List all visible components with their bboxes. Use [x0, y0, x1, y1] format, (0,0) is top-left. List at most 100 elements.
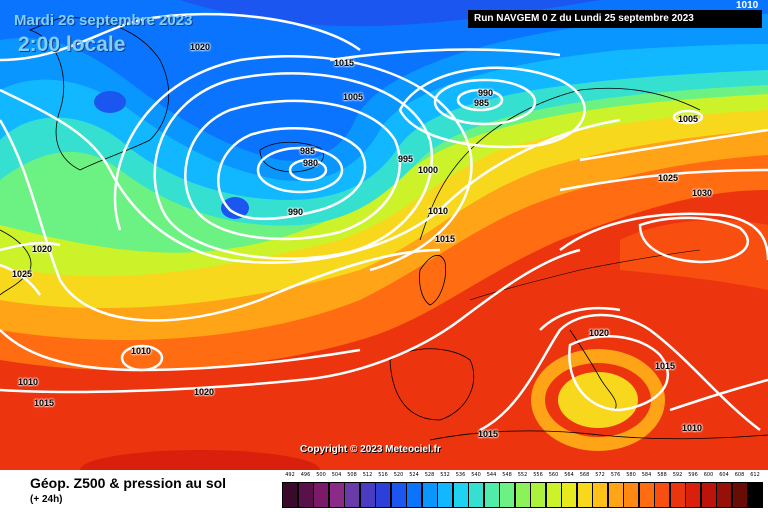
footer: Géop. Z500 & pression au sol (+ 24h) 492…	[0, 470, 768, 512]
scale-label: 544	[486, 472, 497, 478]
isobar-label: 985	[300, 146, 316, 156]
isobar-1010-e	[669, 378, 768, 412]
scale-swatch	[669, 482, 686, 508]
scale-swatch	[468, 482, 484, 508]
scale-swatch	[313, 482, 329, 508]
scale-swatch	[437, 482, 453, 508]
scale-label: 504	[331, 472, 342, 478]
isobar-1015-n	[329, 48, 561, 62]
scale-label: 584	[641, 472, 652, 478]
forecast-time: 2:00 locale	[18, 33, 126, 56]
isobar-label: 1000	[418, 165, 439, 175]
isobar-1010	[0, 88, 621, 264]
isobar-label: 1015	[655, 361, 676, 371]
scale-label: 568	[579, 472, 590, 478]
isobar-995	[184, 99, 402, 241]
isobar-1005	[113, 55, 473, 272]
scale-label: 524	[409, 472, 419, 478]
run-info: Run NAVGEM 0 Z du Lundi 25 septembre 202…	[468, 10, 762, 28]
isobar-label: 1025	[658, 173, 679, 183]
scale-label: 540	[471, 472, 481, 478]
field-blue	[0, 0, 768, 161]
isobar-1020-n	[0, 12, 361, 62]
isobar-1010-med	[568, 335, 670, 412]
isobar-1020-w	[0, 241, 61, 252]
isobar-label: 1010	[18, 377, 39, 387]
isobar-label: 1030	[692, 188, 713, 198]
scale-label: 512	[362, 472, 373, 478]
scale-swatch	[452, 482, 469, 508]
scale-swatch	[592, 482, 608, 508]
scale-swatch	[390, 482, 407, 508]
forecast-date: Mardi 26 septembre 2023	[14, 12, 193, 29]
isobar-1015	[0, 119, 441, 322]
warm-ring	[531, 349, 665, 451]
scale-label: 516	[378, 472, 388, 478]
coast-africa	[429, 430, 768, 441]
isobar-1025-w	[0, 263, 42, 296]
scale-swatch	[344, 482, 360, 508]
scale-label: 608	[734, 472, 745, 478]
scale-label: 508	[347, 472, 357, 478]
copyright: Copyright © 2023 Meteociel.fr	[300, 444, 441, 455]
isobar-1015-e	[579, 128, 768, 162]
isobar-985-ne	[456, 88, 504, 112]
scale-label: 612	[750, 472, 760, 478]
scale-label: 596	[688, 472, 698, 478]
corner-isobar-label: 1010	[736, 0, 759, 11]
scale-label: 556	[533, 472, 543, 478]
scale-swatch	[359, 482, 376, 508]
scale-label: 500	[316, 472, 326, 478]
scale-label: 536	[455, 472, 466, 478]
scale-swatch	[700, 482, 717, 508]
isobar-995-ne	[398, 66, 586, 149]
isobar-1005-ne	[672, 109, 704, 125]
chart-subtitle: (+ 24h)	[30, 494, 63, 505]
isobar-label: 1020	[32, 244, 53, 254]
isobar-1010-azores	[120, 344, 164, 372]
coast-britain	[419, 254, 447, 306]
isobars	[0, 12, 768, 432]
scale-swatch	[530, 482, 546, 508]
isobar-label: 1025	[12, 269, 33, 279]
scale-swatch	[499, 482, 515, 508]
scale-label: 588	[657, 472, 667, 478]
geopotential-field	[0, 0, 768, 470]
isobar-label: 990	[288, 207, 304, 217]
isobar-1025	[559, 212, 768, 261]
isobar-1030	[638, 216, 749, 264]
coast-italy	[569, 329, 617, 411]
isobar-label: 1015	[334, 58, 355, 68]
scale-label: 564	[564, 472, 574, 478]
isobar-985	[256, 146, 344, 194]
field-europe	[620, 220, 768, 290]
scale-label: 492	[285, 472, 295, 478]
scale-label: 520	[393, 472, 404, 478]
scale-label: 604	[719, 472, 729, 478]
scale-swatch	[716, 482, 732, 508]
isobar-label: 980	[303, 158, 319, 168]
scale-swatch	[638, 482, 655, 508]
isobar-label: 1010	[428, 206, 449, 216]
isobar-1020	[0, 248, 581, 394]
coast-iceland	[259, 141, 324, 173]
scale-label: 580	[626, 472, 636, 478]
scale-swatch	[545, 482, 562, 508]
scale-swatch	[561, 482, 577, 508]
coast-iberia	[389, 348, 475, 421]
isobar-label: 1020	[190, 42, 211, 52]
isobar-1020-e	[559, 168, 768, 192]
isobar-label: 995	[398, 154, 414, 164]
scale-swatch	[623, 482, 639, 508]
scale-swatch	[328, 482, 345, 508]
coast-scandinavia	[419, 87, 701, 241]
field-deep-blue	[180, 0, 600, 27]
isobar-label: 1005	[343, 92, 364, 102]
isobar-label: 1015	[34, 398, 55, 408]
scale-swatch	[297, 482, 314, 508]
scale-label: 532	[440, 472, 450, 478]
isobar-980	[288, 158, 328, 182]
chart-title: Géop. Z500 & pression au sol	[30, 475, 227, 491]
scale-label: 528	[424, 472, 435, 478]
isobar-990-ne	[433, 78, 537, 126]
